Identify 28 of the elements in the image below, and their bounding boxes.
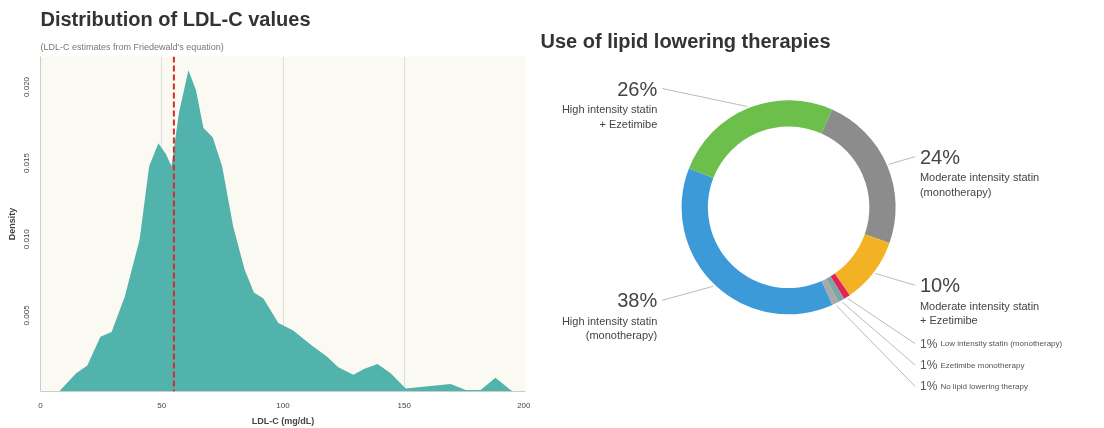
chart-title: Distribution of LDL-C values [40, 7, 311, 30]
y-tick-label: 0.015 [22, 152, 32, 174]
data-label: 26% [617, 77, 658, 100]
data-label: 10% [919, 274, 961, 297]
x-tick-label: 150 [397, 400, 412, 410]
y-axis-title: Density [6, 207, 17, 241]
data-label: 1% [919, 379, 938, 394]
slice-label: Moderate intensity statin (monotherapy) [919, 171, 1040, 198]
slice-label: No lipid lowering therapy [940, 381, 1028, 391]
data-label: 38% [617, 289, 658, 312]
x-tick-label: 50 [157, 400, 167, 410]
slice-label: Moderate intensity statin + Ezetimibe [919, 299, 1040, 327]
x-tick-label: 0 [38, 400, 44, 410]
y-tick-label: 0.020 [22, 76, 32, 97]
chart-subtitle: (LDL-C estimates from Friedewald's equation) [40, 41, 224, 52]
chart-title: Use of lipid lowering therapies [540, 29, 831, 52]
y-tick-label: 0.005 [22, 304, 32, 326]
slice-label: Low intensity statin (monotherapy) [940, 339, 1063, 349]
x-axis-title: LDL-C (mg/dL) [251, 415, 315, 426]
data-label: 24% [919, 145, 961, 168]
data-label: 1% [919, 336, 938, 351]
data-label: 1% [919, 358, 938, 373]
y-tick-label: 0.010 [22, 228, 32, 250]
slice-label: High intensity statin + Ezetimibe [561, 103, 658, 130]
slice-label: Ezetimibe monotherapy [940, 360, 1025, 370]
x-tick-label: 100 [276, 400, 291, 410]
x-tick-label: 200 [517, 400, 532, 410]
slice-label: High intensity statin (monotherapy) [561, 314, 658, 342]
